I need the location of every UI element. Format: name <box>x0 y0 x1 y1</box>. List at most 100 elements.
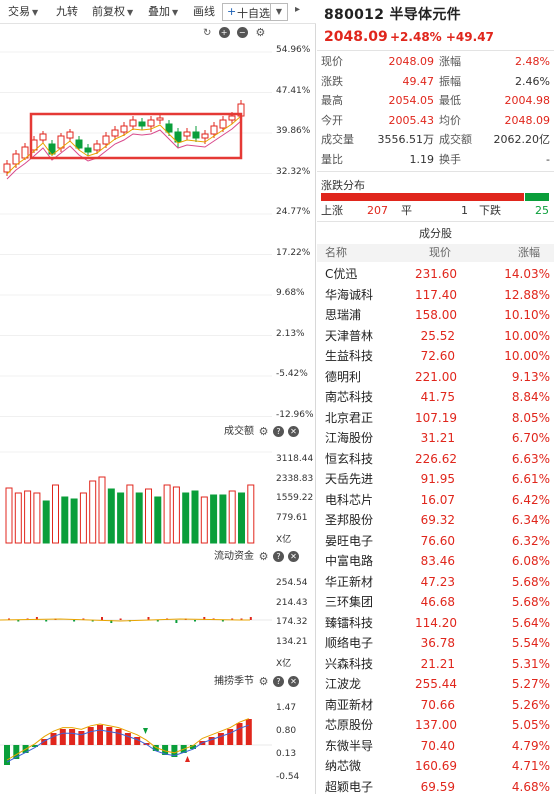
draw-line-button[interactable]: 画线 <box>193 4 215 20</box>
nine-turn-button[interactable]: 九转 <box>56 4 78 20</box>
volume-axis-label: 779.61 <box>276 513 308 523</box>
quote-row: 量比 1.19 换手 - <box>317 151 554 169</box>
constituent-row[interactable]: 兴森科技 21.21 5.31% <box>317 654 554 675</box>
minus-circle-icon[interactable]: − <box>237 27 248 38</box>
divider <box>317 171 554 172</box>
volume-panel-title: 成交额⚙?✕ <box>224 422 299 437</box>
constituent-row[interactable]: 江波龙 255.44 5.27% <box>317 674 554 695</box>
stock-change: 6.70% <box>512 428 550 449</box>
scroll-arrow-icon[interactable]: ▸ <box>295 4 300 15</box>
gear-icon[interactable]: ⚙ <box>258 551 269 562</box>
header-price[interactable]: 现价 <box>429 244 451 262</box>
stock-change: 5.05% <box>512 715 550 736</box>
watchlist-dropdown-button[interactable]: ▼ <box>270 3 287 21</box>
quote-row: 今开 2005.43 均价 2048.09 <box>317 112 554 130</box>
close-icon[interactable]: ✕ <box>288 676 299 687</box>
kline-axis-label: 17.22% <box>276 248 310 258</box>
constituent-row[interactable]: 生益科技 72.60 10.00% <box>317 346 554 367</box>
constituent-row[interactable]: 晏旺电子 76.60 6.32% <box>317 531 554 552</box>
volume-chart[interactable] <box>0 440 272 545</box>
quote-value: 2048.09 <box>389 53 435 71</box>
constituent-row[interactable]: 思瑞浦 158.00 10.10% <box>317 305 554 326</box>
quote-label: 最低 <box>439 92 461 110</box>
constituent-row[interactable]: 德明利 221.00 9.13% <box>317 367 554 388</box>
volume-bar <box>99 477 105 543</box>
help-icon[interactable]: ? <box>273 551 284 562</box>
constituent-row[interactable]: 芯原股份 137.00 5.05% <box>317 715 554 736</box>
overlay-menu-button[interactable]: 叠加▼ <box>148 4 178 20</box>
constituent-row[interactable]: 纳芯微 160.69 4.71% <box>317 756 554 777</box>
stock-price: 36.78 <box>415 633 455 654</box>
macd-axis-label: -0.54 <box>276 772 299 782</box>
constituent-row[interactable]: 臻镭科技 114.20 5.64% <box>317 613 554 634</box>
chart-toolbar: 交易▼ 九转 前复权▼ 叠加▼ 画线 + 十自选 ▼ ▸ <box>0 0 316 24</box>
gear-icon[interactable]: ⚙ <box>258 426 269 437</box>
volume-bar <box>136 493 142 543</box>
constituent-row[interactable]: 三环集团 46.68 5.68% <box>317 592 554 613</box>
trade-menu-button[interactable]: 交易▼ <box>8 4 38 20</box>
kline-chart[interactable] <box>0 40 272 420</box>
gear-icon[interactable]: ⚙ <box>258 676 269 687</box>
flow-chart[interactable] <box>0 565 272 665</box>
stock-price: 41.75 <box>415 387 455 408</box>
constituent-row[interactable]: 中富电路 83.46 6.08% <box>317 551 554 572</box>
stock-change: 9.13% <box>512 367 550 388</box>
distribution-up-bar <box>321 193 524 201</box>
stock-name: 纳芯微 <box>325 756 361 777</box>
quote-row: 现价 2048.09 涨幅 2.48% <box>317 53 554 71</box>
quote-label: 最高 <box>321 92 343 110</box>
quote-label: 换手 <box>439 151 461 169</box>
distribution-bar <box>321 193 549 201</box>
flow-axis-label: 254.54 <box>276 578 308 588</box>
adjust-menu-button[interactable]: 前复权▼ <box>92 4 133 20</box>
candle-body <box>4 164 10 172</box>
quote-value: 3556.51万 <box>378 131 435 149</box>
constituent-row[interactable]: 北京君正 107.19 8.05% <box>317 408 554 429</box>
candle-body <box>103 136 109 144</box>
header-change[interactable]: 涨幅 <box>518 244 540 262</box>
candle-body <box>229 116 235 120</box>
macd-bar <box>106 727 112 745</box>
volume-bar <box>192 491 198 543</box>
constituent-row[interactable]: 电科芯片 16.07 6.42% <box>317 490 554 511</box>
volume-axis-label: 2338.83 <box>276 474 313 484</box>
constituent-row[interactable]: 华正新材 47.23 5.68% <box>317 572 554 593</box>
candle-body <box>112 130 118 136</box>
constituent-row[interactable]: 天岳先进 91.95 6.61% <box>317 469 554 490</box>
constituent-row[interactable]: 南芯科技 41.75 8.84% <box>317 387 554 408</box>
help-icon[interactable]: ? <box>273 426 284 437</box>
stock-change: 5.31% <box>512 654 550 675</box>
constituent-row[interactable]: 顺络电子 36.78 5.54% <box>317 633 554 654</box>
constituent-row[interactable]: 华海诚科 117.40 12.88% <box>317 285 554 306</box>
candle-body <box>121 126 127 132</box>
volume-bar <box>118 493 124 543</box>
chart-area[interactable]: 交易▼ 九转 前复权▼ 叠加▼ 画线 + 十自选 ▼ ▸ ↻ + − ⚙ 54.… <box>0 0 316 794</box>
volume-bar <box>71 499 77 543</box>
candle-body <box>13 154 19 164</box>
volume-bar <box>239 493 245 543</box>
constituent-row[interactable]: 东微半导 70.40 4.79% <box>317 736 554 757</box>
plus-circle-icon[interactable]: + <box>219 27 230 38</box>
gear-icon[interactable]: ⚙ <box>255 27 266 38</box>
stock-price: 69.32 <box>415 510 455 531</box>
quote-value: 2.48% <box>515 53 550 71</box>
help-icon[interactable]: ? <box>273 676 284 687</box>
constituent-row[interactable]: 江海股份 31.21 6.70% <box>317 428 554 449</box>
volume-bar <box>173 487 179 543</box>
close-icon[interactable]: ✕ <box>288 551 299 562</box>
constituent-row[interactable]: 恒玄科技 226.62 6.63% <box>317 449 554 470</box>
quote-label: 振幅 <box>439 73 461 91</box>
constituent-row[interactable]: 圣邦股份 69.32 6.34% <box>317 510 554 531</box>
close-icon[interactable]: ✕ <box>288 426 299 437</box>
quote-value: 2062.20亿 <box>494 131 551 149</box>
macd-panel-title: 捕捞季节⚙?✕ <box>214 672 299 687</box>
stock-name: 臻镭科技 <box>325 613 373 634</box>
constituent-row[interactable]: 南亚新材 70.66 5.26% <box>317 695 554 716</box>
macd-chart[interactable] <box>0 690 272 794</box>
kline-axis-label: 54.96% <box>276 45 310 55</box>
constituent-row[interactable]: 天津普林 25.52 10.00% <box>317 326 554 347</box>
constituent-row[interactable]: C优迅 231.60 14.03% <box>317 264 554 285</box>
header-name[interactable]: 名称 <box>325 244 347 262</box>
refresh-icon[interactable]: ↻ <box>203 28 211 39</box>
quote-value: 2004.98 <box>505 92 551 110</box>
